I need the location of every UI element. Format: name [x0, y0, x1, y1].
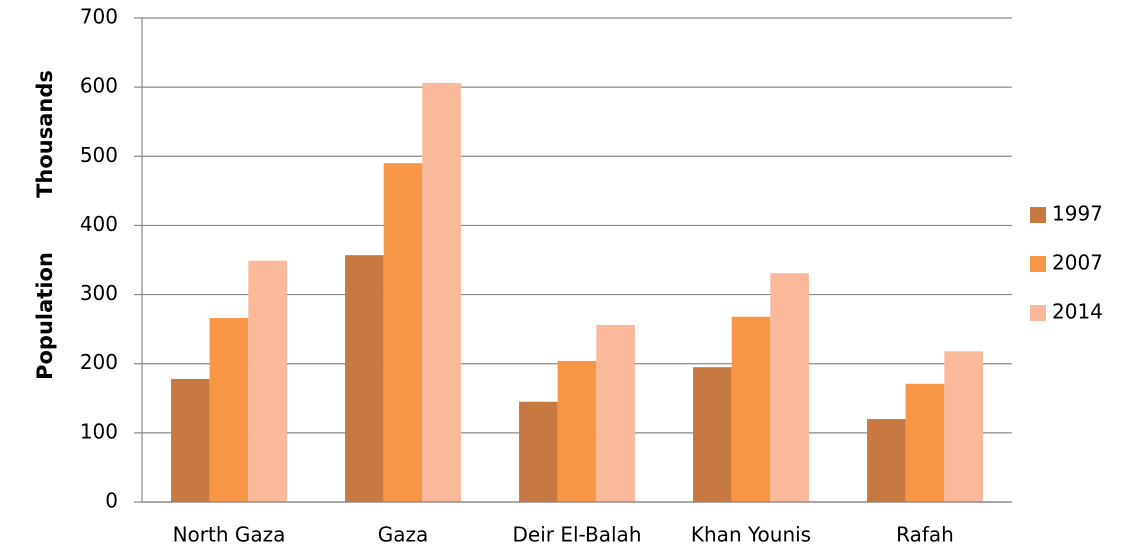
- bar: [944, 351, 983, 502]
- y-tick-label: 100: [80, 419, 118, 443]
- legend-swatch: [1030, 305, 1046, 321]
- y-tick-label: 500: [80, 143, 118, 167]
- bar: [171, 378, 210, 502]
- y-tick-label: 700: [80, 5, 118, 29]
- legend-swatch: [1030, 207, 1046, 223]
- bar: [596, 324, 635, 502]
- legend-label: 2007: [1052, 251, 1103, 275]
- bar: [731, 316, 771, 502]
- y-tick-label: 200: [80, 350, 118, 374]
- x-tick-label: North Gaza: [173, 523, 286, 547]
- y-tick-label: 400: [80, 212, 118, 236]
- bar: [345, 255, 384, 502]
- y-axis-units: Thousands: [33, 70, 57, 198]
- y-axis-label: Population: [33, 252, 57, 380]
- bar: [693, 367, 732, 502]
- x-tick-label: Khan Younis: [691, 523, 811, 547]
- y-tick-label: 0: [105, 489, 118, 513]
- bar: [422, 82, 461, 502]
- bar: [519, 401, 558, 502]
- legend-label: 1997: [1052, 202, 1103, 226]
- y-tick-label: 300: [80, 281, 118, 305]
- bar: [770, 273, 809, 502]
- y-tick-label: 600: [80, 74, 118, 98]
- x-tick-label: Deir El-Balah: [512, 523, 641, 547]
- legend-label: 2014: [1052, 300, 1103, 324]
- bar: [383, 163, 423, 502]
- bar: [209, 318, 249, 502]
- legend-swatch: [1030, 256, 1046, 272]
- bar: [867, 419, 906, 502]
- x-tick-label: Rafah: [896, 523, 954, 547]
- bar: [905, 383, 945, 502]
- bar: [248, 260, 287, 502]
- bar: [557, 360, 597, 502]
- x-tick-label: Gaza: [378, 523, 429, 547]
